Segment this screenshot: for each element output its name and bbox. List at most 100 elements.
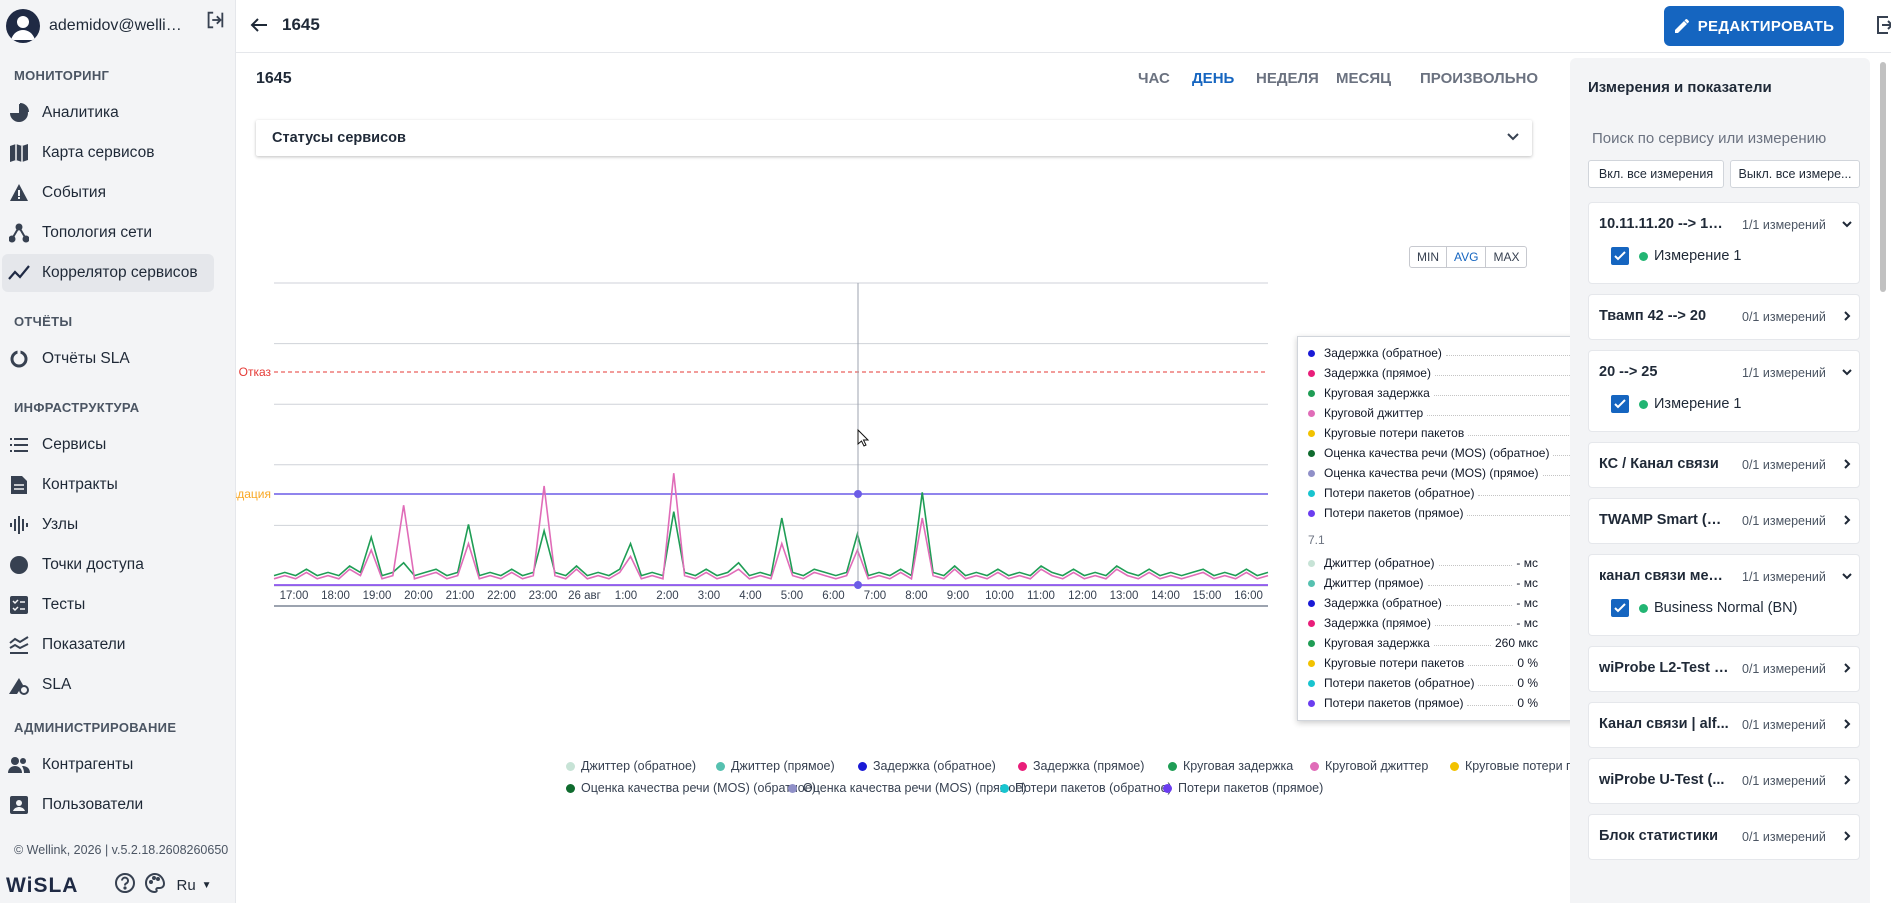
- legend-dot: [566, 783, 575, 793]
- sidebar-item-contractors[interactable]: Контрагенты: [2, 746, 214, 784]
- tab-week[interactable]: НЕДЕЛЯ: [1256, 70, 1319, 87]
- tab-hour[interactable]: ЧАС: [1138, 70, 1170, 87]
- chevron-down-icon[interactable]: [1841, 217, 1853, 235]
- checkbox-checked-icon[interactable]: [1611, 247, 1629, 265]
- palette-icon[interactable]: [144, 872, 166, 899]
- mouse-cursor-icon: [857, 428, 870, 447]
- tab-day[interactable]: ДЕНЬ: [1192, 70, 1235, 87]
- user-menu[interactable]: ademidov@wellink...: [6, 8, 236, 44]
- chevron-right-icon[interactable]: [1841, 661, 1853, 679]
- panel-scrollbar[interactable]: [1880, 62, 1886, 292]
- legend-dot: [1018, 761, 1027, 771]
- measurement-card[interactable]: 20 --> 25 1/1 измерений Измерение 1: [1588, 350, 1860, 432]
- legend-item[interactable]: Задержка (обратное): [858, 759, 996, 773]
- sidebar-item-analytics[interactable]: Аналитика: [2, 94, 214, 132]
- legend-item[interactable]: Круговая задержка: [1168, 759, 1293, 773]
- edit-button[interactable]: РЕДАКТИРОВАТЬ: [1664, 6, 1844, 46]
- service-status-accordion[interactable]: Статусы сервисов: [256, 120, 1532, 156]
- sidebar-item-nodes[interactable]: Узлы: [2, 506, 214, 544]
- back-arrow-icon[interactable]: [248, 14, 270, 41]
- legend-item[interactable]: Потери пакетов (обратное): [1000, 781, 1172, 795]
- sidebar-item-users[interactable]: Пользователи: [2, 786, 214, 824]
- measurement-card[interactable]: канал связи меж... 1/1 измерений Business …: [1588, 554, 1860, 636]
- sidebar-item-contracts[interactable]: Контракты: [2, 466, 214, 504]
- legend-item[interactable]: Джиттер (обратное): [566, 759, 696, 773]
- chevron-right-icon[interactable]: [1841, 513, 1853, 531]
- enable-all-button[interactable]: Вкл. все измерения: [1588, 160, 1724, 188]
- dotted-leader: [1467, 514, 1604, 516]
- agg-max[interactable]: MAX: [1493, 250, 1520, 264]
- measurement-card[interactable]: Канал связи | alf... 0/1 измерений: [1588, 702, 1860, 748]
- x-tick-label: 10:00: [985, 590, 1014, 602]
- measurement-card[interactable]: 10.11.11.20 --> 10.... 1/1 измерений Измер…: [1588, 202, 1860, 284]
- card-title: Твамп 42 --> 20: [1599, 308, 1707, 324]
- dotted-leader: [1433, 394, 1579, 396]
- chevron-right-icon[interactable]: [1841, 457, 1853, 475]
- document-icon: [8, 474, 30, 496]
- tooltip-row: Потери пакетов (обратное) 0 %: [1308, 674, 1538, 692]
- chevron-down-icon[interactable]: [1841, 569, 1853, 587]
- legend-label: Потери пакетов (прямое): [1178, 781, 1324, 795]
- legend-dot: [1450, 761, 1459, 771]
- measurement-item[interactable]: Business Normal (BN): [1611, 599, 1797, 617]
- sidebar-item-metrics[interactable]: Показатели: [2, 626, 214, 664]
- language-select[interactable]: Ru ▼: [176, 877, 211, 894]
- search-input[interactable]: Поиск по сервису или измерению: [1592, 130, 1827, 147]
- sidebar-item-services[interactable]: Сервисы: [2, 426, 214, 464]
- tooltip-row: Джиттер (прямое) - мс: [1308, 574, 1538, 592]
- accordion-title: Статусы сервисов: [272, 130, 406, 146]
- section-infrastructure: ИНФРАСТРУКТУРА: [14, 400, 140, 415]
- legend-label: Оценка качества речи (MOS) (прямое): [803, 781, 1027, 795]
- measurement-card[interactable]: TWAMP Smart (W... 0/1 измерений: [1588, 498, 1860, 544]
- dotted-leader: [1468, 664, 1514, 666]
- sidebar-item-label: Топология сети: [42, 224, 153, 241]
- measurement-card[interactable]: wiProbe L2-Test (... 0/1 измерений: [1588, 646, 1860, 692]
- agg-min[interactable]: MIN: [1410, 247, 1447, 267]
- legend-item[interactable]: Оценка качества речи (MOS) (прямое): [788, 781, 1026, 795]
- sidebar-item-access-points[interactable]: Точки доступа: [2, 546, 214, 584]
- measurement-card[interactable]: КС / Канал связи 0/1 измерений: [1588, 442, 1860, 488]
- measurement-card[interactable]: Твамп 42 --> 20 0/1 измерений: [1588, 294, 1860, 340]
- chevron-right-icon[interactable]: [1841, 717, 1853, 735]
- agg-avg[interactable]: AVG: [1447, 247, 1487, 267]
- logout-icon[interactable]: [204, 9, 226, 36]
- legend-item[interactable]: Оценка качества речи (MOS) (обратное): [566, 781, 816, 795]
- disable-all-button[interactable]: Выкл. все измере...: [1730, 160, 1860, 188]
- sidebar-item-correlator[interactable]: Коррелятор сервисов: [2, 254, 214, 292]
- chevron-right-icon[interactable]: [1841, 309, 1853, 327]
- sidebar-item-events[interactable]: События: [2, 174, 214, 212]
- correlation-chart[interactable]: Отказ Деградация 17:00 18:00 19:00 20:00 21:00…: [236, 260, 1546, 680]
- sidebar-item-sla[interactable]: SLA: [2, 666, 214, 704]
- x-tick-label: 11:00: [1027, 590, 1055, 602]
- sidebar-item-sla-reports[interactable]: Отчёты SLA: [2, 340, 214, 378]
- chevron-right-icon[interactable]: [1841, 829, 1853, 847]
- sidebar-item-topology[interactable]: Топология сети: [2, 214, 214, 252]
- legend-item[interactable]: Задержка (прямое): [1018, 759, 1144, 773]
- measurement-item[interactable]: Измерение 1: [1611, 247, 1742, 265]
- legend-dot: [1000, 783, 1009, 793]
- checkbox-checked-icon[interactable]: [1611, 599, 1629, 617]
- chevron-right-icon[interactable]: [1841, 773, 1853, 791]
- measurement-card[interactable]: wiProbe U-Test (... 0/1 измерений: [1588, 758, 1860, 804]
- legend-item[interactable]: Круговой джиттер: [1310, 759, 1428, 773]
- crosshair-point: [854, 581, 862, 589]
- card-count: 0/1 измерений: [1742, 662, 1826, 676]
- export-icon[interactable]: [1876, 14, 1891, 41]
- tooltip-dot: [1308, 489, 1315, 497]
- card-title: Блок статистики: [1599, 828, 1719, 844]
- tab-month[interactable]: МЕСЯЦ: [1336, 70, 1392, 87]
- legend-item[interactable]: Потери пакетов (прямое): [1163, 781, 1323, 795]
- measurement-item[interactable]: Измерение 1: [1611, 395, 1742, 413]
- checkbox-checked-icon[interactable]: [1611, 395, 1629, 413]
- help-icon[interactable]: [114, 872, 136, 899]
- dotted-leader: [1433, 644, 1491, 646]
- chevron-down-icon[interactable]: [1841, 365, 1853, 383]
- measurement-card[interactable]: Блок статистики 0/1 измерений: [1588, 814, 1860, 860]
- tab-custom[interactable]: ПРОИЗВОЛЬНО: [1420, 70, 1538, 87]
- card-count: 1/1 измерений: [1742, 366, 1826, 380]
- legend-item[interactable]: Джиттер (прямое): [716, 759, 835, 773]
- legend-label: Круговой джиттер: [1325, 759, 1429, 773]
- tooltip-metric-name: Потери пакетов (обратное): [1324, 486, 1475, 500]
- sidebar-item-service-map[interactable]: Карта сервисов: [2, 134, 214, 172]
- sidebar-item-tests[interactable]: Тесты: [2, 586, 214, 624]
